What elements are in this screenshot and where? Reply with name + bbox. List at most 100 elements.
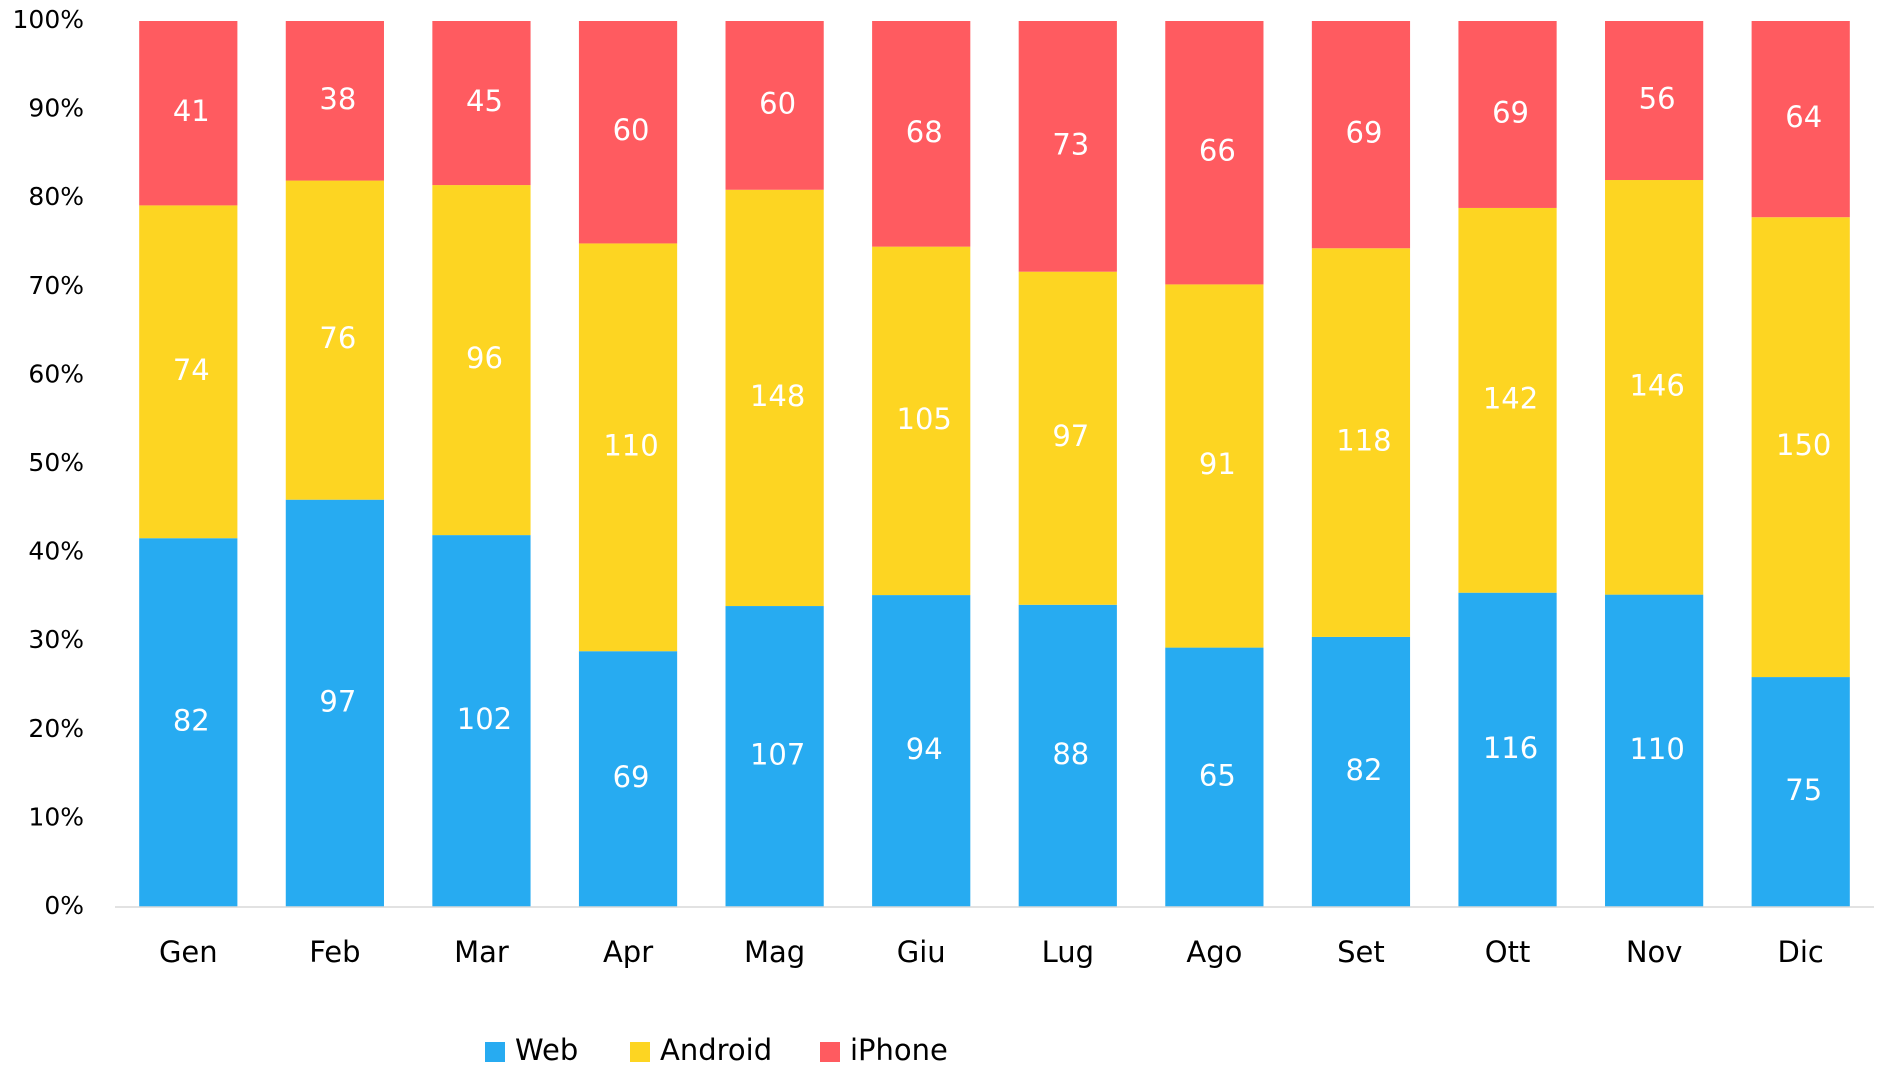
bar-segment <box>1605 594 1704 907</box>
data-label: 82 <box>173 704 210 738</box>
data-label: 88 <box>1052 737 1089 771</box>
bar-segment <box>139 205 238 539</box>
bar-segment <box>139 21 238 206</box>
data-label: 118 <box>1336 424 1391 458</box>
x-tick-label: Nov <box>1626 935 1683 969</box>
bar-segment <box>1751 21 1850 218</box>
data-label: 97 <box>319 684 356 718</box>
bar-segment <box>1605 21 1704 181</box>
bar-segment <box>1165 284 1264 648</box>
bar-segment <box>285 499 384 907</box>
bar-segment <box>1311 248 1411 637</box>
y-tick-label: 90% <box>28 94 84 123</box>
data-label: 64 <box>1785 100 1822 134</box>
data-label: 66 <box>1199 134 1236 168</box>
legend-swatch <box>485 1042 505 1062</box>
data-label: 69 <box>1346 116 1383 150</box>
y-tick-label: 70% <box>28 271 84 300</box>
x-tick-label: Ott <box>1485 935 1531 969</box>
bar-segment <box>432 535 531 907</box>
x-tick-label: Lug <box>1042 935 1094 969</box>
data-label: 76 <box>319 321 356 355</box>
bar-segment <box>139 538 238 907</box>
data-label: 56 <box>1639 82 1676 116</box>
bar-segment <box>578 243 678 652</box>
data-label: 60 <box>613 113 650 147</box>
bar-segment <box>1458 207 1557 593</box>
data-label: 74 <box>173 353 210 387</box>
data-label: 148 <box>750 379 805 413</box>
bar-segment <box>432 21 531 186</box>
data-label: 116 <box>1483 731 1538 765</box>
legend-swatch <box>820 1042 840 1062</box>
bar-segment <box>1751 217 1850 678</box>
bar-segment <box>1458 592 1557 907</box>
y-tick-label: 60% <box>28 359 84 388</box>
x-tick-label: Apr <box>603 935 653 969</box>
data-label: 107 <box>750 738 805 772</box>
bar-segment <box>1311 636 1411 907</box>
y-tick-label: 0% <box>44 891 84 920</box>
data-label: 97 <box>1052 419 1089 453</box>
x-tick-label: Set <box>1337 935 1385 969</box>
bar-segment <box>1458 21 1557 208</box>
bar-segment <box>1018 271 1117 605</box>
data-label: 102 <box>457 702 512 736</box>
y-tick-label: 10% <box>28 802 84 831</box>
y-tick-label: 80% <box>28 182 84 211</box>
data-label: 142 <box>1483 381 1538 415</box>
bar-segment <box>1018 21 1117 272</box>
bar-segment <box>872 246 971 596</box>
bar-segment <box>1165 21 1264 285</box>
bar-segment <box>1605 180 1704 595</box>
bar-segment <box>1751 677 1850 907</box>
data-label: 65 <box>1199 758 1236 792</box>
data-label: 73 <box>1052 127 1089 161</box>
bar-segment <box>578 651 678 907</box>
y-tick-label: 20% <box>28 714 84 743</box>
bar-segment <box>578 21 678 244</box>
bar-segment <box>1165 647 1264 907</box>
data-label: 94 <box>906 732 943 766</box>
data-label: 150 <box>1776 428 1831 462</box>
bar-segment <box>432 185 531 536</box>
x-tick-label: Giu <box>897 935 946 969</box>
data-label: 60 <box>759 86 796 120</box>
bar-segment <box>285 21 384 181</box>
data-label: 110 <box>1629 732 1684 766</box>
y-tick-label: 40% <box>28 537 84 566</box>
data-label: 82 <box>1346 753 1383 787</box>
data-label: 96 <box>466 341 503 375</box>
data-label: 110 <box>603 428 658 462</box>
data-label: 75 <box>1785 773 1822 807</box>
bar-segment <box>285 180 384 500</box>
bar-segment <box>872 21 971 247</box>
legend-label: iPhone <box>850 1033 948 1067</box>
y-tick-label: 50% <box>28 448 84 477</box>
bar-segment <box>1311 21 1411 249</box>
data-label: 69 <box>1492 95 1529 129</box>
data-label: 105 <box>897 402 952 436</box>
x-tick-label: Dic <box>1778 935 1824 969</box>
data-label: 68 <box>906 115 943 149</box>
bar-segment <box>1018 604 1117 907</box>
data-label: 38 <box>319 82 356 116</box>
bar-segment <box>872 595 971 907</box>
bar-segment <box>725 21 824 190</box>
legend-swatch <box>630 1042 650 1062</box>
x-tick-label: Mar <box>454 935 509 969</box>
x-tick-label: Gen <box>159 935 218 969</box>
y-tick-label: 100% <box>13 5 84 34</box>
data-label: 45 <box>466 84 503 118</box>
data-label: 69 <box>613 760 650 794</box>
legend-label: Android <box>660 1033 772 1067</box>
bar-segment <box>725 606 824 907</box>
legend-label: Web <box>515 1033 578 1067</box>
y-tick-label: 30% <box>28 625 84 654</box>
x-tick-label: Ago <box>1186 935 1242 969</box>
bar-segment <box>725 189 824 607</box>
x-tick-label: Mag <box>744 935 805 969</box>
data-label: 146 <box>1629 368 1684 402</box>
